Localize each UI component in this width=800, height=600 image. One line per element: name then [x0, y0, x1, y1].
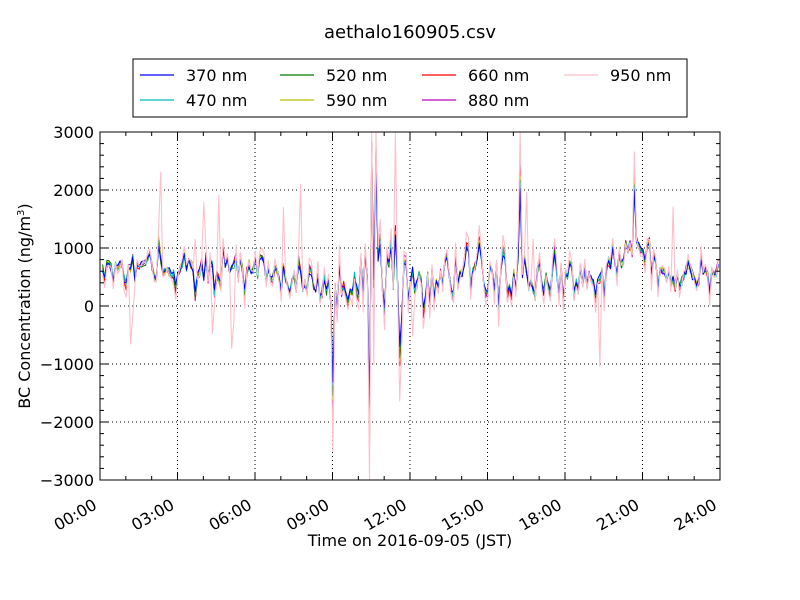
legend-box — [132, 58, 688, 118]
y-axis-label-close: ) — [15, 203, 34, 209]
legend-label: 370 nm — [186, 66, 247, 85]
y-axis-tick-labels: −3000 −2000 −1000 0 1000 2000 3000 — [40, 123, 94, 490]
y-tick-label: 2000 — [53, 181, 94, 200]
axis-ticks — [99, 131, 721, 481]
y-tick-label: 3000 — [53, 123, 94, 142]
y-tick-label: −3000 — [40, 471, 94, 490]
legend: 370 nm 470 nm 520 nm 590 nm 660 nm 880 nm 950 … — [132, 58, 688, 118]
legend-label: 590 nm — [326, 91, 387, 110]
y-axis-label-superscript: 3 — [16, 210, 27, 216]
y-axis-label-main: BC Concentration (ng/m — [15, 216, 34, 409]
legend-label: 520 nm — [326, 66, 387, 85]
grid-lines — [100, 132, 720, 480]
y-axis-label: BC Concentration (ng/m3) — [15, 203, 34, 408]
legend-label: 470 nm — [186, 91, 247, 110]
plot-area — [99, 131, 721, 481]
legend-label: 950 nm — [610, 66, 671, 85]
legend-label: 880 nm — [468, 91, 529, 110]
legend-label: 660 nm — [468, 66, 529, 85]
chart-title: aethalo160905.csv — [324, 22, 496, 43]
x-axis-label: Time on 2016-09-05 (JST) — [307, 531, 512, 550]
series-layer — [102, 131, 719, 481]
y-tick-label: 1000 — [53, 239, 94, 258]
series-line-950-nm — [102, 131, 719, 481]
y-tick-label: 0 — [84, 297, 94, 316]
y-tick-label: −2000 — [40, 413, 94, 432]
y-tick-label: −1000 — [40, 355, 94, 374]
